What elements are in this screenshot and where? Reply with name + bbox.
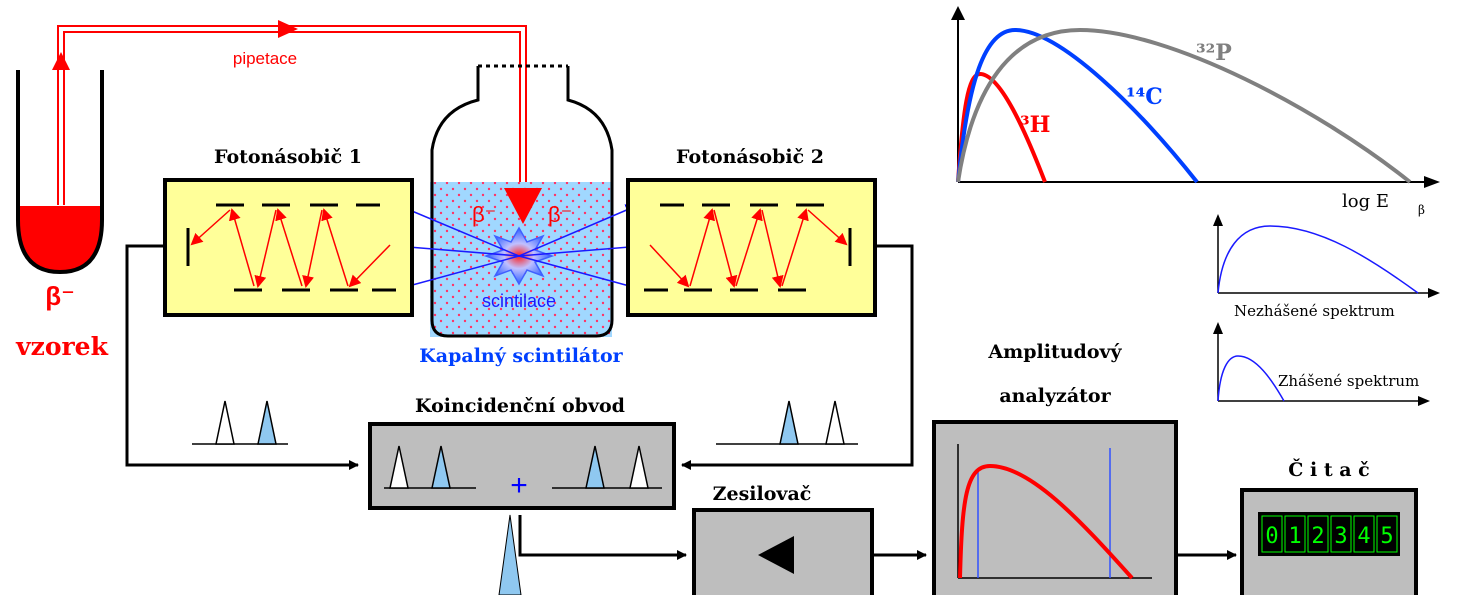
pipette-line (57, 25, 527, 205)
coincidence-plus: + (510, 469, 528, 502)
counter-digit: 5 (1380, 524, 1393, 549)
coincidence-box (368, 422, 676, 510)
sample-label: vzorek (15, 332, 108, 361)
amplifier-title: Zesilovač (713, 483, 812, 505)
counter-title: Č i t a č (1288, 458, 1369, 481)
spectrum-unquenched-axes (1217, 222, 1432, 294)
spectrum-quenched-axes (1217, 330, 1422, 402)
curve-quenched (1217, 355, 1285, 402)
unquenched-label: Nezhášené spektrum (1234, 302, 1395, 320)
vial-beta-left: β⁻ (472, 202, 496, 227)
counter-digit: 3 (1334, 524, 1347, 549)
photon-rays (392, 204, 646, 294)
quenched-xaxis-arrow (1418, 396, 1430, 406)
analyzer-box (932, 420, 1178, 595)
counter-digit: 1 (1288, 524, 1301, 549)
output-pulse (498, 514, 522, 595)
curve-h3 (956, 71, 1047, 183)
flash-label: scintilace (482, 291, 556, 311)
pmt2-title: Fotonásobič 2 (676, 146, 824, 168)
sample-beta-symbol: β⁻ (45, 281, 75, 311)
unquenched-yaxis-arrow (1213, 214, 1223, 226)
unquenched-xaxis-arrow (1428, 288, 1440, 298)
isotope-label-c14: ¹⁴C (1126, 84, 1163, 110)
spectrum-main-xlabel: log E (1342, 191, 1389, 212)
analyzer-title-1: Amplitudový (987, 341, 1122, 363)
curve-p32 (956, 27, 1412, 184)
pmt1-title: Fotonásobič 1 (214, 146, 362, 168)
counter-digit: 0 (1265, 524, 1278, 549)
analyzer-plot (957, 444, 1152, 580)
coincidence-pulses (384, 445, 662, 489)
counter-digits: 0 1 2 3 4 5 (1261, 515, 1398, 553)
pipette-arrow-right (278, 20, 298, 38)
analyzer-title-2: analyzátor (999, 385, 1111, 407)
pmt2-electron-paths (649, 208, 848, 288)
pulses-left (192, 400, 288, 445)
pulses-right (716, 400, 858, 445)
isotope-label-p32: ³²P (1196, 40, 1232, 66)
sample-tube (16, 70, 104, 275)
pmt2-dynodes (644, 203, 852, 292)
pmt1-electron-paths (190, 208, 391, 288)
pmt1-box (163, 178, 414, 317)
counter-display (1258, 512, 1400, 556)
signal-wires (125, 244, 1237, 560)
spectrum-main-xlabel-sub: β (1418, 203, 1425, 217)
spectrum-main-yaxis-arrow (951, 6, 965, 20)
counter-digit: 4 (1357, 524, 1370, 549)
pmt1-dynodes (186, 203, 396, 292)
quenched-yaxis-arrow (1213, 322, 1223, 334)
counter-digit: 2 (1311, 524, 1324, 549)
curve-c14 (956, 27, 1199, 184)
sample-tube-wall (16, 70, 104, 275)
spectrum-main-xaxis-arrow (1424, 176, 1440, 188)
pipette-arrow-up (52, 52, 70, 70)
quenched-label: Zhášené spektrum (1278, 372, 1419, 390)
isotope-label-h3: ³H (1020, 112, 1050, 138)
spectrum-main-axes (957, 16, 1428, 183)
vial-beta-right: β⁻ (548, 202, 572, 227)
amplifier-symbol (758, 536, 794, 574)
pipette-drop-arrow (504, 188, 542, 224)
sample-liquid (18, 206, 102, 272)
pmt2-box (626, 178, 877, 317)
vial-caption: Kapalný scintilátor (419, 345, 623, 367)
vial-wall (430, 66, 614, 338)
pipette-label: pipetace (233, 49, 297, 68)
coincidence-title: Koincidenční obvod (415, 395, 625, 417)
curve-unquenched (1217, 225, 1419, 294)
